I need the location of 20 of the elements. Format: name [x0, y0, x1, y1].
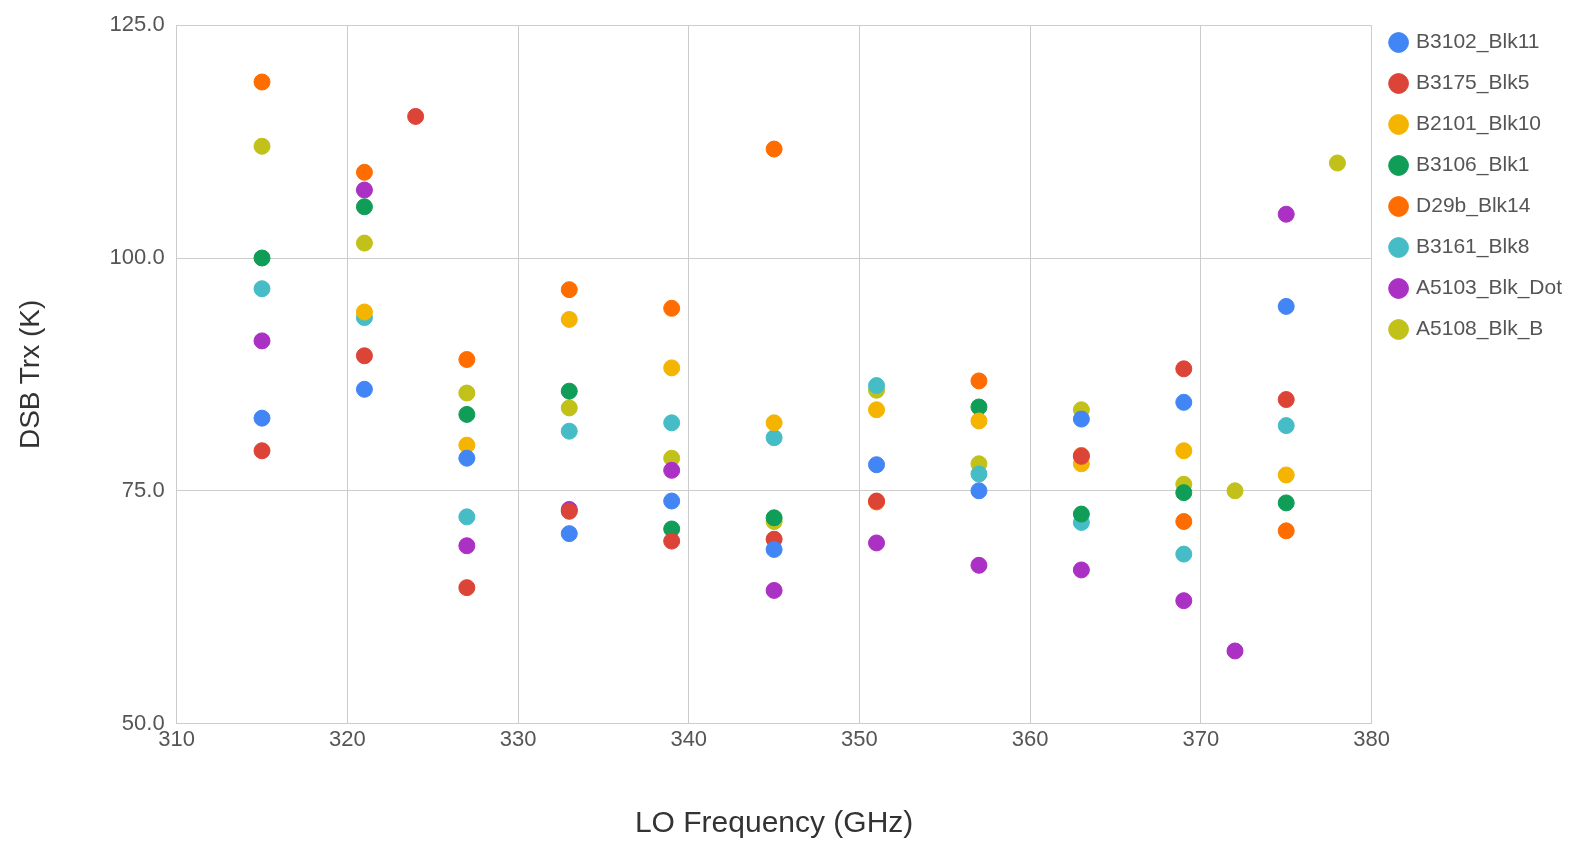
legend-label: A5103_Blk_Dot [1416, 275, 1563, 300]
x-tick-label: 380 [1353, 725, 1390, 751]
y-tick-label: 125.0 [109, 11, 165, 37]
x-tick-label: 340 [670, 725, 708, 751]
legend-label: D29b_Blk14 [1416, 193, 1531, 218]
y-axis-title: DSB Trx (K) [13, 299, 45, 450]
x-tick-label: 360 [1011, 725, 1049, 751]
x-axis-title: LO Frequency (GHz) [634, 805, 914, 839]
legend-label: B2101_Blk10 [1416, 111, 1541, 136]
legend-label: A5108_Blk_B [1416, 316, 1544, 341]
y-tick-label: 75.0 [121, 476, 165, 502]
x-tick-label: 320 [329, 725, 366, 751]
y-tick-label: 100.0 [109, 244, 165, 270]
x-tick-label: 370 [1182, 725, 1220, 751]
legend-label: B3102_Blk11 [1416, 29, 1540, 54]
x-tick-label: 350 [841, 725, 878, 751]
legend-label: B3106_Blk1 [1416, 152, 1530, 177]
legend-label: B3161_Blk8 [1416, 234, 1530, 259]
x-tick-label: 330 [499, 725, 537, 751]
legend-label: B3175_Blk5 [1416, 70, 1530, 95]
